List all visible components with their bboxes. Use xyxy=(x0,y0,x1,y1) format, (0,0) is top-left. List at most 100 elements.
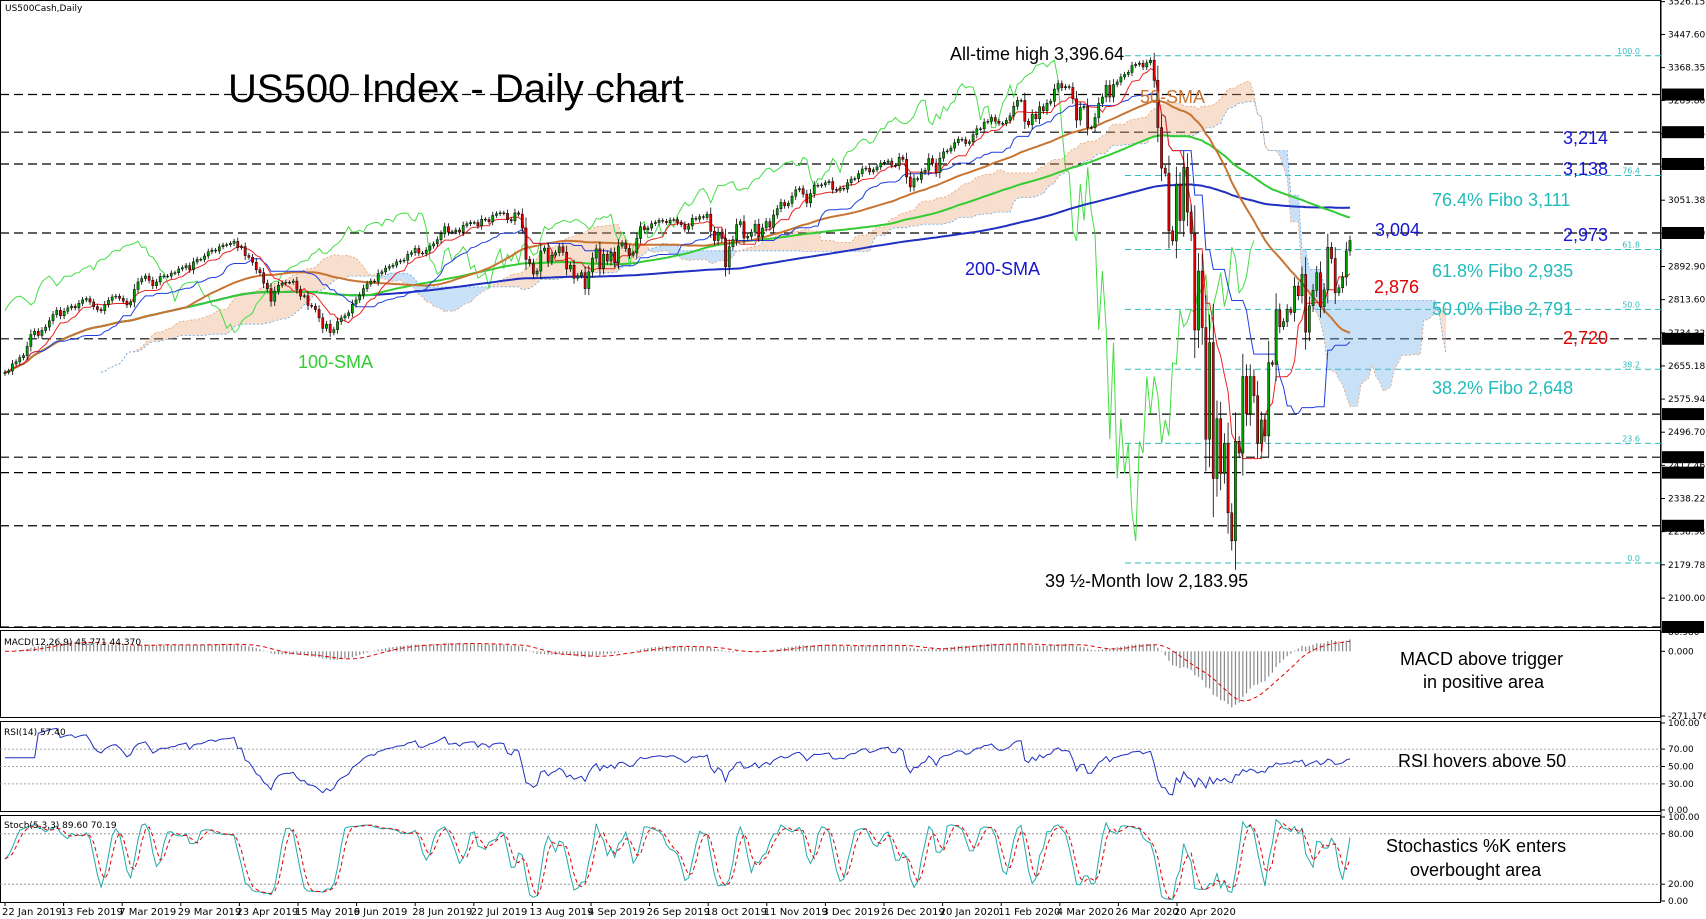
cloud-segment xyxy=(1047,161,1051,189)
candle xyxy=(620,242,624,247)
candle xyxy=(310,305,314,307)
candle xyxy=(136,281,140,290)
candle xyxy=(1019,100,1023,102)
candle xyxy=(753,223,757,233)
stoch-label: Stoch(5,3,3) 89.60 70.19 xyxy=(4,821,117,831)
cloud-segment xyxy=(965,182,970,218)
fibo-pct-label: 61.8 xyxy=(1622,241,1640,250)
candle xyxy=(1278,309,1282,327)
rsi-tick-label: 70.00 xyxy=(1668,745,1694,755)
cloud-segment xyxy=(707,250,711,264)
cloud-segment xyxy=(1205,105,1210,128)
cloud-segment xyxy=(256,288,260,325)
candle xyxy=(986,121,990,123)
candle xyxy=(402,259,406,262)
candle xyxy=(47,320,51,328)
cloud-segment xyxy=(1298,195,1302,277)
cloud-segment xyxy=(282,279,286,319)
candle xyxy=(905,159,908,178)
cloud-segment xyxy=(1035,167,1040,198)
candle xyxy=(513,212,517,222)
cloud-segment xyxy=(352,257,357,277)
cloud-segment xyxy=(1168,101,1173,136)
cloud-segment xyxy=(1427,300,1432,320)
candle xyxy=(979,128,982,130)
candle xyxy=(110,296,114,301)
candle xyxy=(849,178,853,184)
candle xyxy=(184,265,188,268)
candle xyxy=(81,299,84,304)
cloud-segment xyxy=(825,240,829,252)
rsi-tick-label: 0.00 xyxy=(1668,806,1688,816)
candle xyxy=(1138,62,1141,65)
cloud-segment xyxy=(1039,167,1044,195)
cloud-segment xyxy=(1032,172,1036,198)
cloud-segment xyxy=(840,242,844,252)
candle xyxy=(554,252,557,256)
candle xyxy=(779,202,783,209)
candle xyxy=(472,222,476,224)
cloud-segment xyxy=(211,312,216,335)
cloud-segment xyxy=(888,218,892,232)
candle xyxy=(336,321,339,330)
rsi-line xyxy=(5,727,1351,796)
candle xyxy=(33,331,36,335)
candle xyxy=(857,173,860,179)
date-tick-label: 13 Aug 2019 xyxy=(529,907,593,918)
price-tick-label: 2496.70 xyxy=(1668,428,1705,438)
candle xyxy=(391,264,395,267)
candle xyxy=(129,301,132,306)
cloud-segment xyxy=(237,293,242,326)
cloud-segment xyxy=(814,230,818,252)
level-label: 3138.00 xyxy=(1665,160,1702,170)
candle xyxy=(1263,419,1267,437)
cloud-segment xyxy=(1213,102,1217,128)
candle xyxy=(1315,272,1319,291)
rsi-tick-label: 30.00 xyxy=(1668,780,1694,790)
cloud-segment xyxy=(640,243,645,257)
candle xyxy=(580,272,583,276)
candle xyxy=(705,213,709,218)
cloud-segment xyxy=(1327,300,1332,372)
candle xyxy=(661,220,665,222)
candle xyxy=(653,222,657,225)
cloud-segment xyxy=(477,286,482,296)
candle xyxy=(421,252,424,255)
cloud-segment xyxy=(359,262,364,277)
candle xyxy=(1174,183,1178,242)
price-tick-label: 2972.60 xyxy=(1668,229,1705,239)
cloud-segment xyxy=(795,231,800,251)
candle xyxy=(550,254,554,262)
level-label-box xyxy=(1662,88,1704,101)
cloud-segment xyxy=(1224,88,1229,116)
candle xyxy=(339,317,343,322)
stoch-panel-frame xyxy=(0,815,1661,903)
cloud-segment xyxy=(1442,307,1447,355)
date-tick-label: 22 Jul 2019 xyxy=(471,907,528,918)
cloud-segment xyxy=(962,183,966,218)
cloud-segment xyxy=(348,255,353,277)
cloud-segment xyxy=(1431,300,1435,318)
candle xyxy=(642,226,646,230)
macd-panel-frame xyxy=(0,630,1661,718)
cloud-segment xyxy=(1290,195,1295,222)
candle xyxy=(384,267,387,273)
cloud-segment xyxy=(936,197,940,225)
candle xyxy=(1034,113,1038,120)
candle xyxy=(22,355,25,358)
candle xyxy=(273,290,277,302)
candle xyxy=(842,187,846,190)
fibo-pct-label: 38.2 xyxy=(1622,360,1640,369)
macd-panel: 80.980 0.000 -271.176 xyxy=(5,628,1706,722)
candle xyxy=(971,134,975,143)
candle xyxy=(1108,85,1112,98)
candle xyxy=(960,139,964,141)
cloud-segment xyxy=(289,274,294,318)
candle xyxy=(450,231,454,233)
candle xyxy=(702,216,705,218)
cloud-segment xyxy=(847,242,852,252)
cloud-segment xyxy=(673,245,678,254)
candle xyxy=(742,221,746,239)
cloud-segment xyxy=(470,286,475,303)
candle xyxy=(683,224,687,230)
